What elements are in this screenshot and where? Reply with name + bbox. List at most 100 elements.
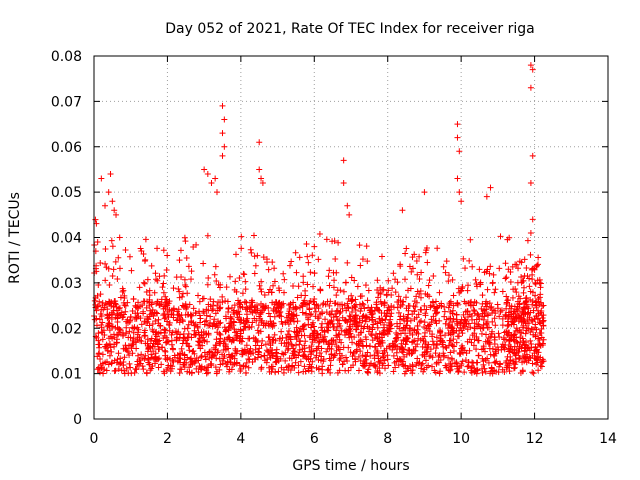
data-point — [271, 278, 278, 285]
data-point — [398, 344, 405, 351]
data-point — [177, 247, 184, 254]
data-point — [358, 305, 365, 312]
data-point — [442, 332, 449, 339]
data-point — [200, 260, 207, 267]
data-point — [181, 351, 188, 358]
data-point — [176, 257, 183, 264]
data-point — [471, 298, 478, 305]
data-point — [389, 285, 396, 292]
data-point — [527, 337, 534, 344]
data-point — [287, 316, 294, 323]
data-point — [385, 287, 392, 294]
data-point — [105, 361, 112, 368]
data-point — [506, 368, 513, 375]
data-point — [120, 311, 127, 318]
data-point — [232, 350, 239, 357]
data-point — [434, 303, 441, 310]
data-point — [322, 316, 329, 323]
data-point — [406, 302, 413, 309]
data-point — [303, 310, 310, 317]
data-point — [254, 354, 261, 361]
data-point — [213, 355, 220, 362]
data-point — [467, 299, 474, 306]
data-point — [367, 331, 374, 338]
data-point — [237, 303, 244, 310]
data-point — [397, 263, 404, 270]
data-point — [372, 363, 379, 370]
data-point — [227, 325, 234, 332]
data-point — [445, 354, 452, 361]
data-point — [519, 335, 526, 342]
data-point — [237, 327, 244, 334]
data-point — [134, 352, 141, 359]
data-point — [413, 359, 420, 366]
data-point — [94, 353, 101, 360]
data-point — [106, 301, 113, 308]
data-point — [493, 368, 500, 375]
data-point — [529, 301, 536, 308]
data-point — [474, 337, 481, 344]
x-tick-label: 2 — [163, 431, 172, 447]
data-point — [465, 359, 472, 366]
data-point — [411, 308, 418, 315]
data-point — [222, 343, 229, 350]
data-point — [352, 313, 359, 320]
data-point — [474, 367, 481, 374]
data-point — [223, 327, 230, 334]
data-point — [462, 300, 469, 307]
data-point — [357, 329, 364, 336]
data-point — [443, 316, 450, 323]
data-point — [517, 339, 524, 346]
data-point — [523, 359, 530, 366]
data-point — [245, 335, 252, 342]
data-point — [529, 66, 536, 73]
data-point — [413, 258, 420, 265]
data-point — [246, 348, 253, 355]
data-point — [443, 258, 450, 265]
data-point — [257, 311, 264, 318]
data-point — [502, 275, 509, 282]
data-point — [154, 245, 161, 252]
data-point — [523, 265, 530, 272]
data-point — [95, 341, 102, 348]
data-point — [375, 358, 382, 365]
data-point — [537, 362, 544, 369]
data-point — [371, 344, 378, 351]
data-point — [109, 272, 116, 279]
data-point — [429, 331, 436, 338]
data-point — [307, 269, 314, 276]
data-point — [324, 367, 331, 374]
data-point — [220, 340, 227, 347]
data-point — [485, 337, 492, 344]
data-point — [247, 345, 254, 352]
data-point — [99, 336, 106, 343]
data-point — [290, 304, 297, 311]
data-point — [426, 321, 433, 328]
data-point — [332, 255, 339, 262]
data-point — [315, 366, 322, 373]
data-point — [163, 267, 170, 274]
data-point — [111, 207, 118, 214]
data-point — [537, 299, 544, 306]
data-point — [510, 349, 517, 356]
data-point — [475, 312, 482, 319]
data-point — [256, 282, 263, 289]
data-point — [176, 312, 183, 319]
data-point — [304, 253, 311, 260]
data-point — [281, 289, 288, 296]
data-point — [491, 315, 498, 322]
data-point — [251, 315, 258, 322]
data-point — [254, 252, 261, 259]
data-point — [203, 312, 210, 319]
data-point — [194, 324, 201, 331]
data-point — [507, 353, 514, 360]
data-point — [340, 157, 347, 164]
y-tick-label: 0.03 — [51, 276, 82, 292]
data-point — [254, 327, 261, 334]
data-point — [295, 362, 302, 369]
data-point — [536, 319, 543, 326]
data-point — [285, 340, 292, 347]
y-tick-label: 0.01 — [51, 367, 82, 383]
data-point — [521, 272, 528, 279]
data-point — [195, 292, 202, 299]
